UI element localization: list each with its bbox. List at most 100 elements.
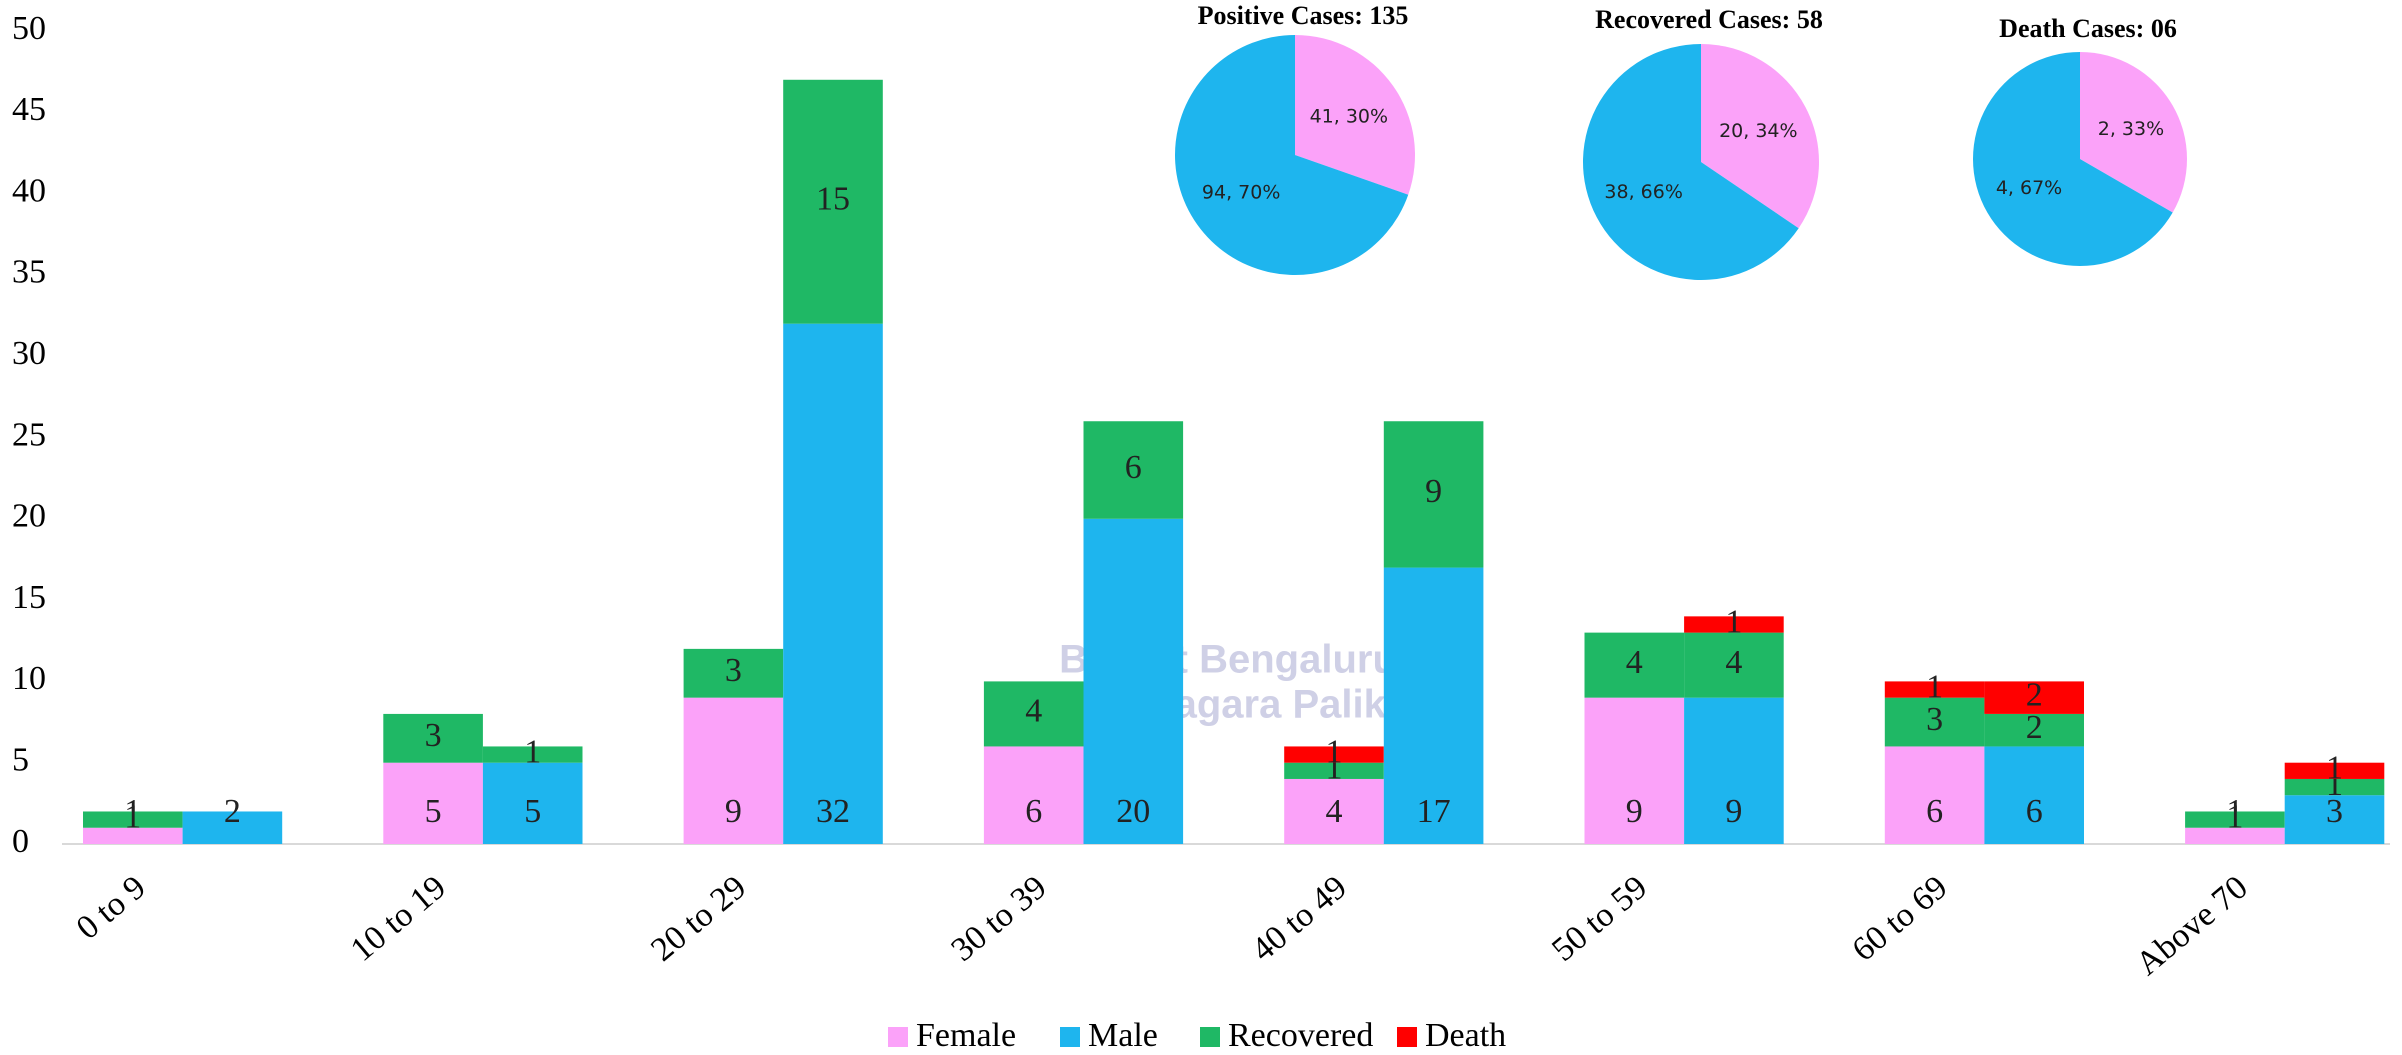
pie-slice — [1295, 35, 1415, 195]
bar-segment — [1884, 697, 1985, 747]
data-label: 1 — [1725, 603, 1742, 640]
bar-segment — [83, 811, 183, 828]
data-label: 1 — [2326, 750, 2343, 787]
bar-segment — [1584, 632, 1685, 698]
bar-segment — [783, 323, 883, 844]
data-label: 4 — [1326, 793, 1343, 830]
x-tick-label: 30 to 39 — [944, 869, 1053, 969]
data-label: 2 — [224, 793, 241, 830]
bar-segment — [2284, 778, 2385, 796]
bar-segment — [1584, 697, 1685, 844]
bar-segment — [683, 697, 784, 844]
data-label: 1 — [1326, 733, 1343, 770]
bar-segment — [1284, 778, 1384, 844]
x-tick-label: 0 to 9 — [70, 869, 153, 947]
data-label: 6 — [1926, 793, 1943, 830]
data-label: 6 — [2026, 793, 2043, 830]
bar-segment — [1984, 746, 2084, 844]
data-label: 5 — [425, 793, 442, 830]
bar-segment — [1284, 746, 1384, 763]
bar-segment — [2185, 811, 2285, 828]
pie-label: 2, 33% — [2098, 118, 2164, 140]
data-label: 32 — [816, 793, 850, 830]
y-tick-label: 50 — [12, 10, 46, 47]
y-tick-label: 15 — [12, 579, 46, 616]
legend-label: Female — [916, 1017, 1016, 1054]
bar-segment — [1984, 681, 2084, 714]
x-tick-label: 60 to 69 — [1845, 869, 1954, 969]
data-label: 20 — [1116, 793, 1150, 830]
data-label: 1 — [1926, 668, 1943, 705]
data-label: 6 — [1025, 793, 1042, 830]
bar-segment — [983, 681, 1084, 747]
pie-title: Death Cases: 06 — [1999, 14, 2177, 43]
data-label: 2 — [2026, 709, 2043, 746]
data-label: 4 — [1025, 693, 1042, 730]
data-label: 3 — [2326, 793, 2343, 830]
y-tick-label: 40 — [12, 172, 46, 209]
y-tick-label: 25 — [12, 416, 46, 453]
bar-segment — [1884, 681, 1985, 698]
y-tick-label: 10 — [12, 660, 46, 697]
bar-segment — [482, 746, 583, 763]
data-label: 3 — [425, 717, 442, 754]
legend-label: Male — [1088, 1017, 1158, 1054]
x-tick-label: 40 to 49 — [1245, 869, 1354, 969]
bar-segment — [1984, 713, 2084, 747]
y-tick-label: 35 — [12, 254, 46, 291]
pie-slice — [1175, 35, 1409, 275]
data-label: 5 — [524, 793, 541, 830]
y-tick-label: 45 — [12, 91, 46, 128]
data-label: 2 — [2026, 676, 2043, 713]
legend-label: Recovered — [1228, 1017, 1373, 1054]
x-tick-label: 10 to 19 — [344, 869, 453, 969]
bar-segment — [783, 79, 883, 324]
bar-segment — [1383, 567, 1484, 844]
data-label: 15 — [816, 181, 850, 218]
pie-slice — [1701, 44, 1820, 229]
data-label: 9 — [725, 793, 742, 830]
pie-label: 4, 67% — [1996, 177, 2062, 199]
legend-swatch — [888, 1027, 908, 1047]
data-label: 9 — [1725, 793, 1742, 830]
bar-segment — [2185, 827, 2285, 844]
pie-title: Recovered Cases: 58 — [1595, 5, 1823, 34]
bar-segment — [983, 746, 1084, 844]
bar-segment — [1684, 632, 1784, 698]
y-tick-label: 5 — [12, 741, 29, 778]
pie-slice — [1583, 44, 1799, 280]
y-tick-label: 30 — [12, 335, 46, 372]
data-label: 1 — [524, 733, 541, 770]
legend-swatch — [1200, 1027, 1220, 1047]
y-tick-label: 0 — [12, 823, 29, 860]
data-label: 9 — [1425, 473, 1442, 510]
legend-swatch — [1060, 1027, 1080, 1047]
bar-segment — [83, 827, 183, 844]
data-label: 3 — [725, 652, 742, 689]
bar-segment — [383, 713, 483, 763]
bar-segment — [1083, 518, 1184, 844]
bar-segment — [383, 762, 483, 844]
bar-segment — [2284, 795, 2385, 844]
data-label: 1 — [2226, 798, 2243, 835]
data-label: 9 — [1626, 793, 1643, 830]
pie-title: Positive Cases: 135 — [1198, 1, 1409, 30]
bar-segment — [1083, 421, 1184, 519]
bar-segment — [683, 648, 784, 698]
data-label: 3 — [1926, 701, 1943, 738]
bar-segment — [482, 762, 583, 844]
pie-label: 38, 66% — [1604, 181, 1683, 203]
legend-label: Death — [1425, 1017, 1506, 1054]
bar-segment — [1684, 697, 1784, 844]
x-tick-label: 50 to 59 — [1545, 869, 1654, 969]
pie-slice — [1973, 51, 2173, 266]
bar-segment — [1284, 762, 1384, 779]
pie-label: 94, 70% — [1202, 182, 1281, 204]
pie-label: 20, 34% — [1719, 120, 1798, 142]
x-tick-label: 20 to 29 — [644, 869, 753, 969]
pie-slice — [2080, 52, 2187, 213]
data-label: 4 — [1725, 644, 1742, 681]
data-label: 4 — [1626, 644, 1643, 681]
y-tick-label: 20 — [12, 498, 46, 535]
